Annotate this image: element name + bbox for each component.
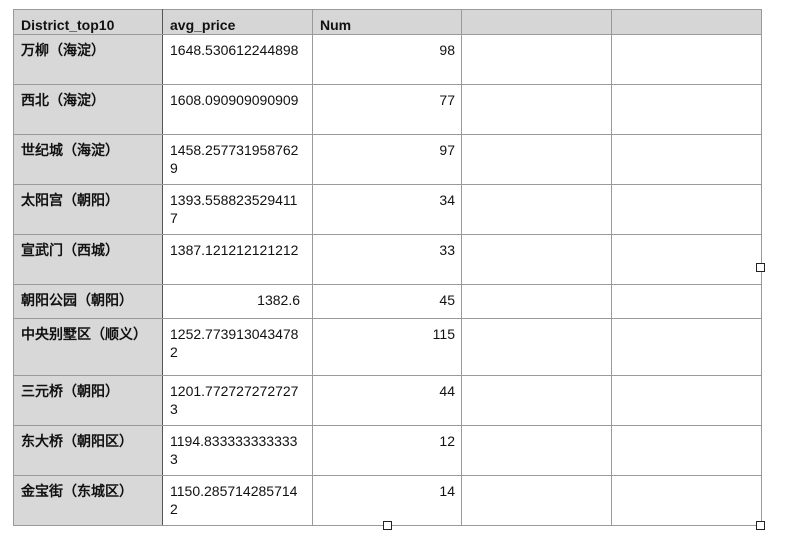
resize-handle-right[interactable] [756, 263, 765, 272]
resize-handle-bottom-right[interactable] [756, 521, 765, 530]
empty-cell[interactable] [461, 234, 612, 285]
table-row: 万柳（海淀） 1648.530612244898 98 [13, 34, 762, 85]
empty-cell[interactable] [461, 184, 612, 235]
empty-cell[interactable] [461, 34, 612, 85]
empty-cell[interactable] [611, 234, 762, 285]
num-cell[interactable]: 34 [312, 184, 462, 235]
empty-cell[interactable] [461, 284, 612, 319]
district-cell[interactable]: 金宝街（东城区） [13, 475, 163, 526]
data-table: District_top10 avg_price Num 万柳（海淀） 1648… [13, 9, 762, 526]
empty-cell[interactable] [611, 318, 762, 376]
avg-price-cell[interactable]: 1458.2577319587629 [162, 134, 313, 185]
header-cell-empty-5[interactable] [611, 9, 762, 35]
district-cell[interactable]: 三元桥（朝阳） [13, 375, 163, 426]
avg-price-cell[interactable]: 1387.121212121212 [162, 234, 313, 285]
empty-cell[interactable] [611, 475, 762, 526]
table-row: 西北（海淀） 1608.090909090909 77 [13, 84, 762, 135]
empty-cell[interactable] [611, 425, 762, 476]
empty-cell[interactable] [611, 184, 762, 235]
num-cell[interactable]: 33 [312, 234, 462, 285]
table-row: 金宝街（东城区） 1150.2857142857142 14 [13, 475, 762, 526]
avg-price-cell[interactable]: 1194.8333333333333 [162, 425, 313, 476]
header-cell-avg-price[interactable]: avg_price [162, 9, 313, 35]
num-cell[interactable]: 45 [312, 284, 462, 319]
num-cell[interactable]: 44 [312, 375, 462, 426]
empty-cell[interactable] [461, 318, 612, 376]
district-cell[interactable]: 东大桥（朝阳区） [13, 425, 163, 476]
num-cell[interactable]: 77 [312, 84, 462, 135]
table-row: 太阳宫（朝阳） 1393.5588235294117 34 [13, 184, 762, 235]
district-cell[interactable]: 世纪城（海淀） [13, 134, 163, 185]
table-row: 三元桥（朝阳） 1201.7727272727273 44 [13, 375, 762, 426]
num-cell[interactable]: 14 [312, 475, 462, 526]
avg-price-cell[interactable]: 1608.090909090909 [162, 84, 313, 135]
empty-cell[interactable] [611, 134, 762, 185]
empty-cell[interactable] [611, 375, 762, 426]
num-cell[interactable]: 97 [312, 134, 462, 185]
table-row: 中央别墅区（顺义） 1252.7739130434782 115 [13, 318, 762, 376]
avg-price-cell[interactable]: 1150.2857142857142 [162, 475, 313, 526]
district-cell[interactable]: 太阳宫（朝阳） [13, 184, 163, 235]
empty-cell[interactable] [611, 84, 762, 135]
header-cell-district[interactable]: District_top10 [13, 9, 163, 35]
district-cell[interactable]: 中央别墅区（顺义） [13, 318, 163, 376]
district-cell[interactable]: 万柳（海淀） [13, 34, 163, 85]
avg-price-cell[interactable]: 1648.530612244898 [162, 34, 313, 85]
header-row: District_top10 avg_price Num [13, 9, 762, 35]
empty-cell[interactable] [611, 34, 762, 85]
table-row: 世纪城（海淀） 1458.2577319587629 97 [13, 134, 762, 185]
district-cell[interactable]: 宣武门（西城） [13, 234, 163, 285]
empty-cell[interactable] [461, 84, 612, 135]
resize-handle-bottom[interactable] [383, 521, 392, 530]
header-cell-num[interactable]: Num [312, 9, 462, 35]
empty-cell[interactable] [461, 425, 612, 476]
avg-price-cell[interactable]: 1252.7739130434782 [162, 318, 313, 376]
header-cell-empty-4[interactable] [461, 9, 612, 35]
table-row: 东大桥（朝阳区） 1194.8333333333333 12 [13, 425, 762, 476]
empty-cell[interactable] [461, 134, 612, 185]
avg-price-cell[interactable]: 1382.6 [162, 284, 313, 319]
table-row: 朝阳公园（朝阳） 1382.6 45 [13, 284, 762, 319]
avg-price-cell[interactable]: 1201.7727272727273 [162, 375, 313, 426]
table-row: 宣武门（西城） 1387.121212121212 33 [13, 234, 762, 285]
num-cell[interactable]: 115 [312, 318, 462, 376]
empty-cell[interactable] [461, 475, 612, 526]
avg-price-cell[interactable]: 1393.5588235294117 [162, 184, 313, 235]
district-cell[interactable]: 西北（海淀） [13, 84, 163, 135]
num-cell[interactable]: 12 [312, 425, 462, 476]
spreadsheet-table-frame[interactable]: District_top10 avg_price Num 万柳（海淀） 1648… [13, 9, 762, 526]
district-cell[interactable]: 朝阳公园（朝阳） [13, 284, 163, 319]
empty-cell[interactable] [461, 375, 612, 426]
empty-cell[interactable] [611, 284, 762, 319]
num-cell[interactable]: 98 [312, 34, 462, 85]
